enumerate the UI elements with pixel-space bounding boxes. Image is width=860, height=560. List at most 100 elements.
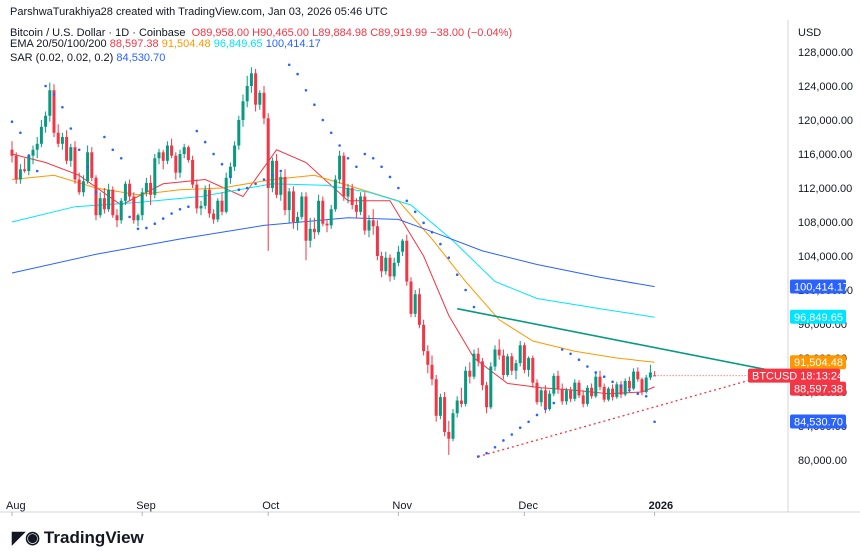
- support-trendline: [478, 374, 769, 458]
- candle-down: [388, 257, 392, 277]
- candle-up: [241, 101, 245, 120]
- candle-down: [254, 73, 258, 105]
- candle-down: [325, 223, 329, 226]
- candle-down: [102, 198, 106, 210]
- sar-dot: [586, 365, 589, 368]
- y-tick-label: 120,000.00: [798, 115, 853, 127]
- x-axis-ticks: Aug Sep Oct Nov Dec 2026: [6, 500, 673, 516]
- sar-dot: [145, 226, 148, 230]
- candle-up: [69, 147, 73, 161]
- candle-up: [178, 154, 182, 173]
- sar-dot: [27, 154, 31, 157]
- ohlc-close: C89,919.99: [370, 27, 428, 39]
- candle-down: [577, 382, 581, 396]
- sar-dots: [10, 63, 656, 458]
- sar-dot: [560, 348, 564, 351]
- candle-up: [249, 73, 253, 86]
- candle-down: [186, 147, 190, 160]
- candle-down: [380, 256, 384, 272]
- tradingview-logo[interactable]: ◤◉ TradingView: [12, 528, 144, 548]
- candle-up: [506, 356, 510, 375]
- candle-down: [409, 281, 413, 314]
- candle-down: [459, 400, 463, 404]
- candle-down: [497, 349, 501, 356]
- candle-down: [65, 137, 69, 161]
- candle-up: [157, 152, 161, 159]
- sar-dot: [136, 227, 140, 231]
- sar-value: 84,530.70: [116, 52, 166, 64]
- candle-up: [296, 216, 300, 222]
- candle-up: [203, 189, 207, 206]
- sar-dot: [94, 190, 98, 194]
- sar-dot: [619, 384, 623, 388]
- ema-legend: EMA 20/50/100/200 88,597.38 91,504.48 96…: [10, 38, 321, 51]
- y-tick-label: 112,000.00: [798, 183, 852, 195]
- candle-down: [522, 345, 526, 370]
- candle-down: [602, 386, 606, 400]
- candle-up: [644, 377, 648, 392]
- x-tick-label: Dec: [518, 500, 538, 512]
- candle-up: [564, 390, 568, 402]
- candle-down: [10, 149, 14, 156]
- sar-dot: [35, 169, 39, 173]
- sar-dot: [187, 205, 190, 208]
- candle-up: [632, 371, 636, 389]
- candle-down: [640, 379, 644, 392]
- sar-dot: [313, 103, 316, 106]
- sar-dot: [388, 175, 392, 179]
- candle-down: [220, 200, 224, 212]
- candle-down: [501, 355, 505, 375]
- candle-up: [31, 149, 35, 156]
- ema100-price-label-bg: [790, 309, 846, 324]
- candle-up: [329, 209, 333, 226]
- candle-up: [18, 169, 22, 180]
- y-axis-ticks: 80,000.0084,000.0088,000.0092,000.0096,0…: [798, 47, 853, 467]
- sar-dot: [535, 413, 539, 417]
- candle-up: [615, 384, 619, 398]
- last-price-label-bg: [748, 368, 840, 383]
- sar-dot: [203, 140, 207, 144]
- y-tick-label: 104,000.00: [798, 251, 853, 263]
- candle-up: [81, 181, 85, 193]
- candle-down: [191, 159, 195, 185]
- y-tick-label: 80,000.00: [798, 455, 847, 467]
- candle-down: [354, 205, 358, 212]
- sar-dot: [170, 212, 173, 215]
- ema200-price-label-bg: [790, 279, 846, 294]
- sar-price-label-bg: [790, 414, 846, 429]
- candle-down: [480, 361, 484, 386]
- candle-up: [514, 363, 518, 371]
- candle-up: [401, 240, 405, 252]
- candle-down: [207, 189, 211, 214]
- sar-dot: [371, 156, 375, 160]
- candle-down: [581, 395, 585, 404]
- candle-down: [128, 183, 132, 197]
- candle-down: [476, 353, 480, 362]
- candle-up: [287, 191, 291, 211]
- candle-up: [216, 200, 220, 220]
- sar-dot: [86, 165, 89, 169]
- candle-up: [548, 393, 552, 409]
- candle-up: [199, 205, 203, 209]
- tradingview-logo-icon: ◤◉: [12, 528, 40, 547]
- candles[interactable]: [10, 67, 657, 455]
- sar-dot: [229, 175, 232, 179]
- candle-down: [569, 390, 573, 399]
- sar-dot: [254, 182, 257, 186]
- candle-down: [375, 226, 379, 256]
- candle-down: [161, 152, 165, 161]
- candle-down: [132, 196, 136, 221]
- candle-up: [472, 353, 476, 377]
- candle-down: [627, 380, 631, 389]
- candle-down: [543, 390, 547, 409]
- sar-dot: [527, 420, 530, 424]
- candle-up: [48, 90, 52, 116]
- sar-dot: [212, 152, 215, 156]
- candle-down: [350, 188, 354, 205]
- candle-up: [367, 220, 371, 231]
- candle-down: [312, 228, 316, 233]
- y-tick-label: 116,000.00: [798, 149, 852, 161]
- candle-up: [279, 176, 283, 195]
- sar-dot: [544, 407, 547, 411]
